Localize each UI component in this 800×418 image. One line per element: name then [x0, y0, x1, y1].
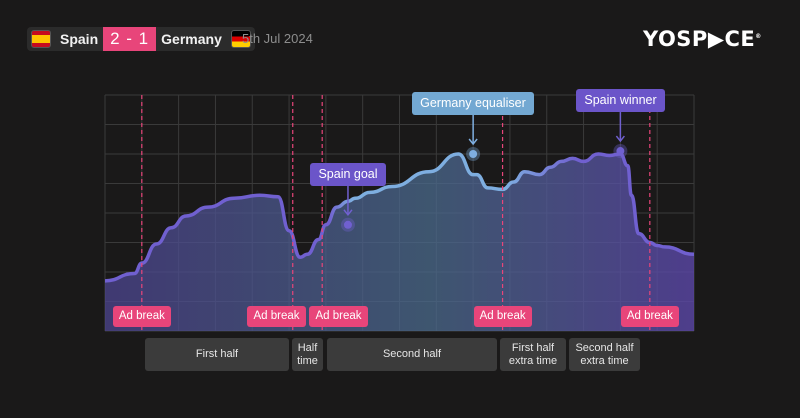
- event-annotation: Spain winner: [576, 89, 665, 113]
- yospace-logo: YOSP▶CE®: [643, 27, 762, 51]
- arrow-down-icon: [615, 135, 625, 143]
- event-marker-dot: [616, 147, 625, 156]
- score-badge: 2 - 1: [103, 27, 157, 51]
- period-label: First half: [145, 338, 289, 371]
- event-marker-dot: [469, 150, 478, 158]
- spain-flag-icon: [31, 30, 51, 48]
- event-annotation: Spain goal: [310, 162, 386, 186]
- ad-break-label: Ad break: [620, 306, 679, 327]
- period-label: First half extra time: [500, 338, 566, 371]
- event-markers: [340, 112, 628, 232]
- period-label: Half time: [292, 338, 323, 371]
- ad-break-label: Ad break: [309, 306, 368, 327]
- germany-flag-icon: [230, 30, 251, 48]
- match-date: 5th Jul 2024: [242, 31, 313, 46]
- logo-trademark: ®: [755, 33, 762, 40]
- ad-break-lines: [141, 95, 651, 331]
- arrow-down-icon: [468, 138, 478, 146]
- ad-break-label: Ad break: [112, 306, 171, 327]
- away-team: Germany: [161, 31, 222, 47]
- scoreboard: Spain 2 - 1 Germany: [27, 27, 255, 51]
- period-label: Second half extra time: [569, 338, 640, 371]
- ad-break-label: Ad break: [247, 306, 306, 327]
- logo-text: YOSP▶CE: [643, 27, 756, 51]
- event-marker-dot: [343, 220, 352, 229]
- home-team: Spain: [60, 31, 99, 47]
- audience-area: [105, 154, 694, 331]
- arrow-down-icon: [343, 209, 353, 217]
- event-annotation: Germany equaliser: [412, 92, 534, 115]
- ad-break-label: Ad break: [473, 306, 532, 327]
- period-label: Second half: [327, 338, 497, 371]
